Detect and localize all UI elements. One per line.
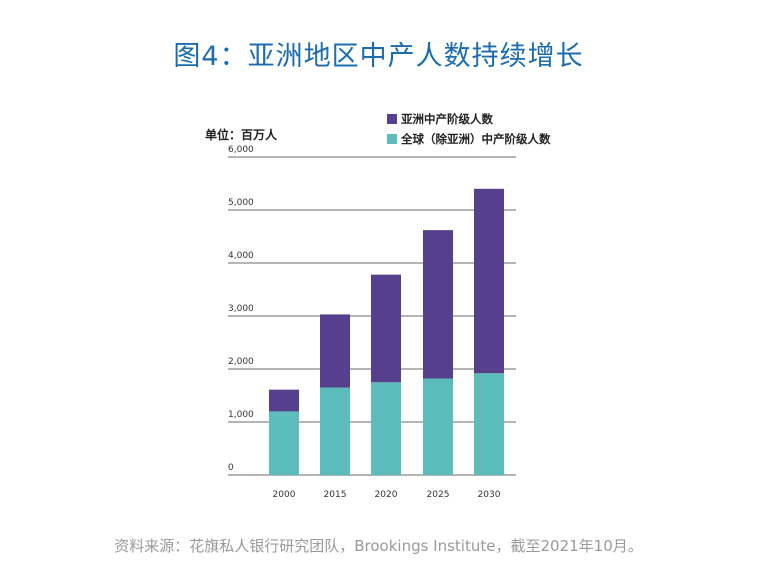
y-tick-label: 0 [228,463,234,473]
bars [269,188,504,475]
bar-2030-series-1 [474,188,504,374]
y-tick-label: 2,000 [228,357,254,367]
page-title: 图4：亚洲地区中产人数持续增长 [173,41,584,72]
bar-2025-series-1 [423,230,453,379]
source-note: 资料来源：花旗私人银行研究团队，Brookings Institute，截至20… [114,537,643,555]
x-axis-ticks: 2000 2015 2020 2025 2030 [273,490,501,500]
x-tick-label: 2025 [427,490,450,500]
bar-2020-series-1 [371,274,401,383]
y-tick-label: 6,000 [228,145,254,155]
legend-swatch [387,134,397,144]
legend-swatch [387,114,397,124]
y-tick-label: 3,000 [228,304,254,314]
legend-label: 亚洲中产阶级人数 [401,112,493,126]
bar-2025-series-0 [423,378,453,475]
y-tick-label: 4,000 [228,251,254,261]
unit-label: 单位：百万人 [205,128,278,142]
y-tick-label: 5,000 [228,198,254,208]
x-tick-label: 2015 [324,490,347,500]
bar-2030-series-0 [474,373,504,475]
y-axis-ticks: 0 1,000 2,000 3,000 4,000 5,000 6,000 [228,145,254,473]
bar-2015-series-0 [320,387,350,475]
bar-2020-series-0 [371,382,401,475]
bar-2015-series-1 [320,314,350,388]
x-tick-label: 2000 [273,490,296,500]
bar-2000-series-0 [269,411,299,475]
x-tick-label: 2030 [478,490,501,500]
y-tick-label: 1,000 [228,410,254,420]
x-tick-label: 2020 [375,490,398,500]
legend-label: 全球（除亚洲）中产阶级人数 [400,132,551,146]
bar-2000-series-1 [269,389,299,412]
